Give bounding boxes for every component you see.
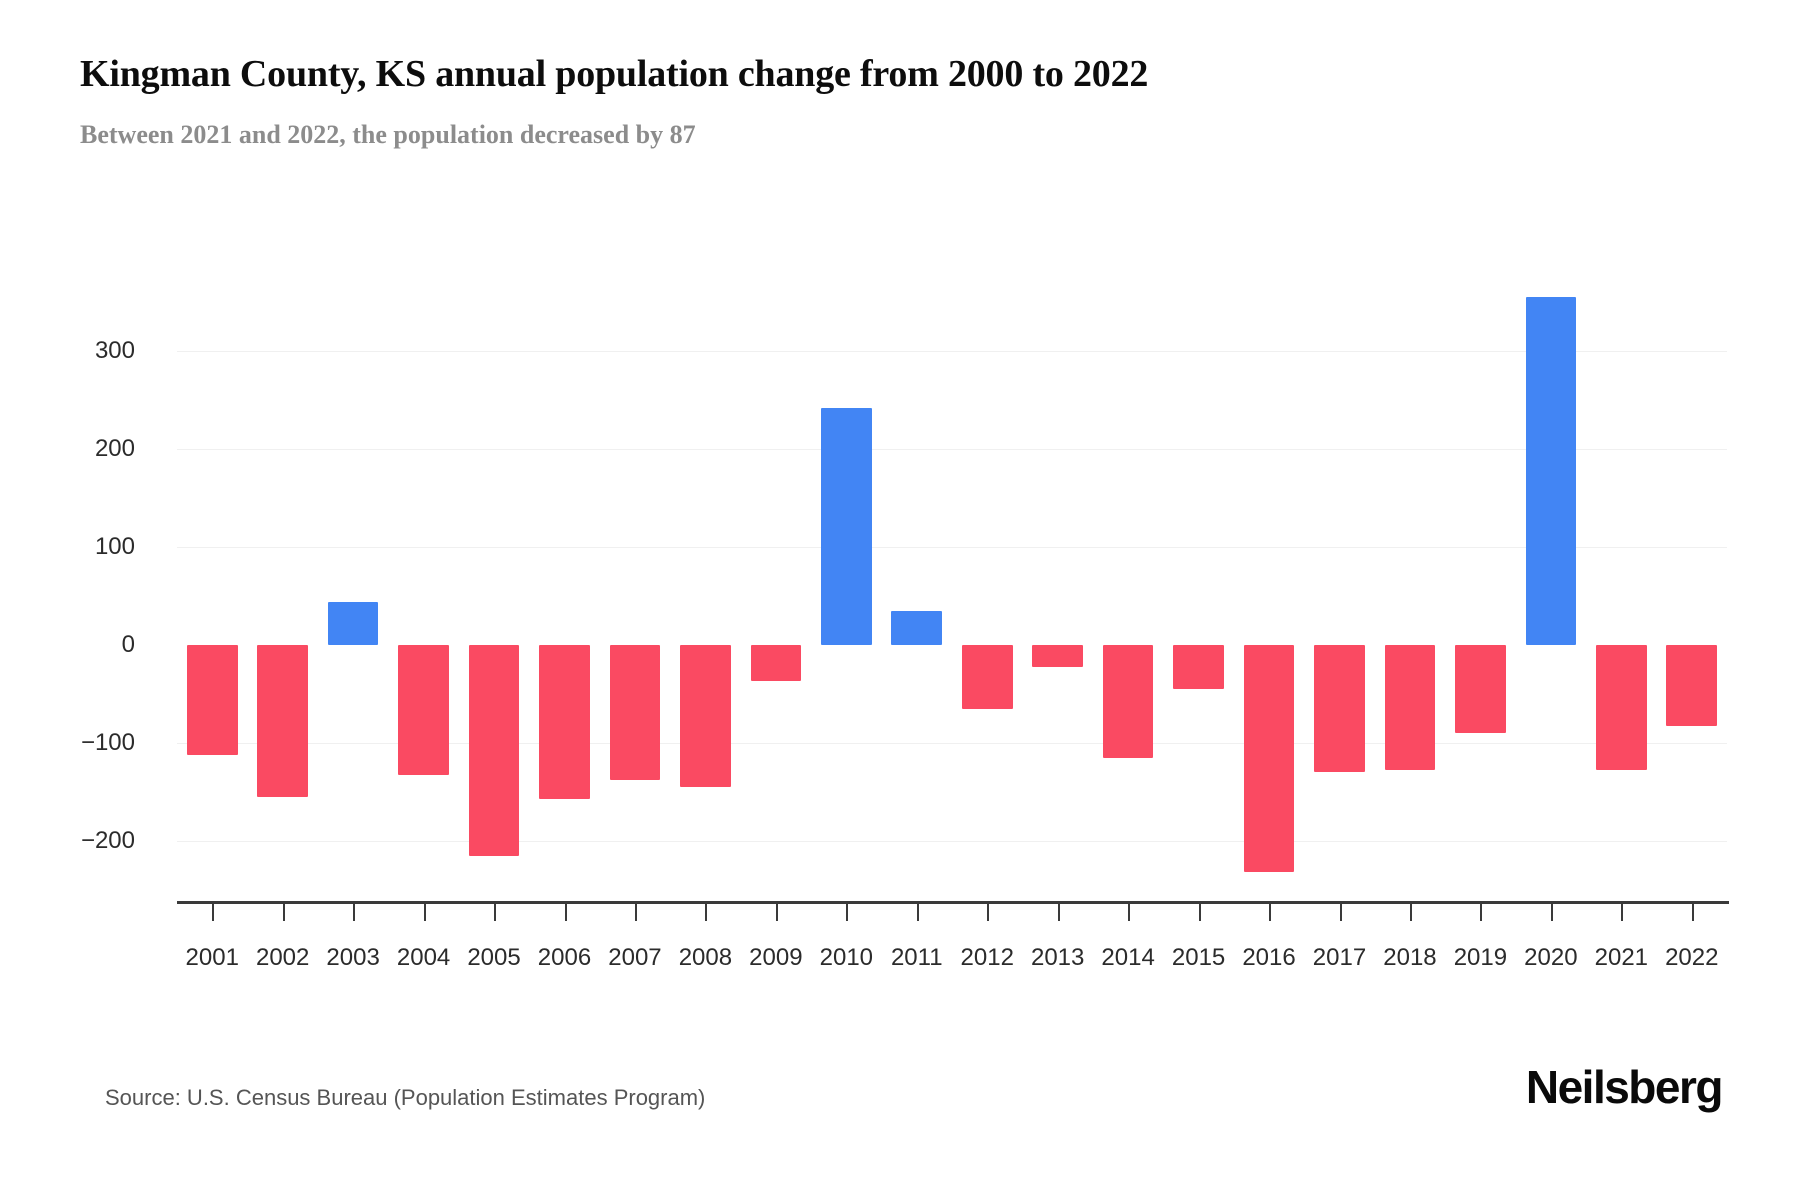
y-tick-label: −200: [80, 827, 135, 854]
bar-series: [177, 0, 1727, 1200]
bar-2014[interactable]: [1102, 645, 1154, 758]
x-tick: [564, 904, 567, 921]
x-tick-label-2018: 2018: [1383, 944, 1437, 971]
x-tick-label-2009: 2009: [749, 944, 803, 971]
x-tick: [1269, 904, 1272, 921]
y-tick-label: 300: [94, 337, 135, 364]
bar-2015[interactable]: [1173, 645, 1224, 690]
bar-2022[interactable]: [1666, 645, 1718, 727]
page-title: Kingman County, KS annual population cha…: [80, 53, 1149, 95]
x-tick-label-2022: 2022: [1665, 944, 1719, 971]
bar-2005[interactable]: [468, 645, 520, 856]
x-tick: [1409, 904, 1412, 921]
x-tick: [1198, 904, 1201, 921]
bar-2008[interactable]: [680, 645, 731, 788]
gridline--200: [177, 841, 1727, 842]
bar-2020[interactable]: [1525, 297, 1577, 645]
y-tick-label: −100: [80, 729, 135, 756]
y-tick-label: 100: [94, 533, 135, 560]
gridline-0: [177, 645, 1727, 646]
x-tick-label-2002: 2002: [255, 944, 310, 971]
bar-2018[interactable]: [1384, 645, 1436, 771]
x-tick-label-2016: 2016: [1242, 944, 1296, 971]
x-tick: [212, 904, 215, 921]
chart-subtitle: Between 2021 and 2022, the population de…: [80, 120, 696, 149]
bar-2013[interactable]: [1032, 645, 1084, 667]
brand-logo: Neilsberg: [1525, 1061, 1724, 1113]
x-axis-line: [177, 901, 1729, 904]
bar-2009[interactable]: [750, 645, 802, 682]
x-tick-label-2006: 2006: [537, 944, 592, 971]
x-tick: [1128, 904, 1131, 921]
bar-2011[interactable]: [891, 610, 943, 645]
x-tick: [775, 904, 778, 921]
bar-2003[interactable]: [327, 601, 379, 645]
x-tick: [987, 904, 990, 921]
x-tick: [423, 904, 426, 921]
x-tick: [1339, 904, 1342, 921]
x-tick-label-2019: 2019: [1453, 944, 1508, 971]
x-tick: [846, 904, 849, 921]
x-tick: [1691, 904, 1694, 921]
x-tick: [353, 904, 356, 921]
bar-2017[interactable]: [1314, 645, 1365, 773]
x-tick-label-2021: 2021: [1594, 944, 1649, 971]
bar-2002[interactable]: [257, 645, 309, 797]
x-tick: [1057, 904, 1060, 921]
bar-2007[interactable]: [609, 645, 661, 781]
x-tick-label-2020: 2020: [1524, 944, 1578, 971]
gridline--100: [177, 743, 1727, 744]
x-tick-label-2004: 2004: [396, 944, 451, 971]
bar-2016[interactable]: [1243, 645, 1295, 873]
x-tick-label-2008: 2008: [678, 944, 733, 971]
x-tick-label-2015: 2015: [1171, 944, 1226, 971]
x-tick-label-2012: 2012: [960, 944, 1014, 971]
x-tick: [1480, 904, 1483, 921]
gridline-100: [177, 547, 1727, 548]
bar-2006[interactable]: [539, 645, 590, 799]
x-tick-label-2013: 2013: [1030, 944, 1085, 971]
x-tick-label-2003: 2003: [326, 944, 380, 971]
x-tick: [1550, 904, 1553, 921]
bar-2001[interactable]: [186, 645, 238, 755]
y-tick-label: 200: [94, 435, 135, 462]
x-tick-label-2010: 2010: [819, 944, 874, 971]
source-note: Source: U.S. Census Bureau (Population E…: [105, 1085, 706, 1110]
x-tick-label-2014: 2014: [1101, 944, 1155, 971]
bar-2021[interactable]: [1595, 645, 1647, 771]
x-tick-label-2007: 2007: [608, 944, 662, 971]
x-tick: [282, 904, 285, 921]
bar-2010[interactable]: [820, 407, 872, 645]
x-tick-label-2005: 2005: [467, 944, 521, 971]
y-tick-label: 0: [121, 631, 135, 658]
bar-2019[interactable]: [1455, 645, 1506, 734]
x-tick: [1621, 904, 1624, 921]
x-tick: [494, 904, 497, 921]
bar-2004[interactable]: [398, 645, 449, 776]
x-tick-label-2011: 2011: [890, 944, 943, 971]
x-tick-label-2001: 2001: [185, 944, 239, 971]
x-tick: [705, 904, 708, 921]
x-tick: [634, 904, 637, 921]
bar-2012[interactable]: [961, 645, 1013, 709]
x-tick: [916, 904, 919, 921]
gridline-200: [177, 449, 1727, 450]
x-tick-label-2017: 2017: [1312, 944, 1367, 971]
gridline-300: [177, 351, 1727, 352]
